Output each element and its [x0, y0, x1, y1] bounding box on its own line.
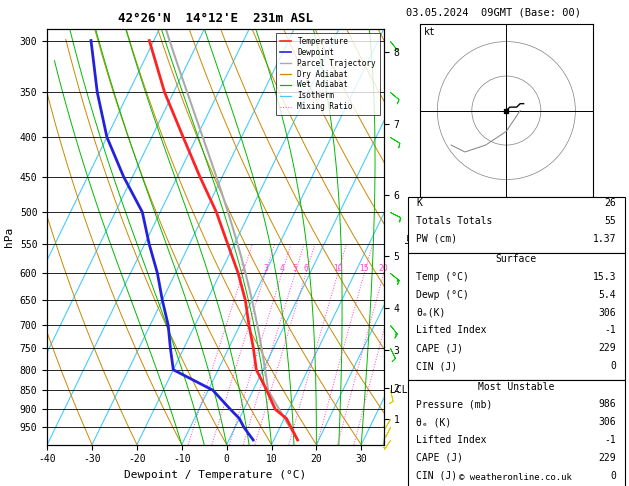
Text: Most Unstable: Most Unstable — [478, 382, 554, 392]
Text: 42°26'N  14°12'E  231m ASL: 42°26'N 14°12'E 231m ASL — [118, 12, 313, 25]
Y-axis label: hPa: hPa — [4, 227, 14, 247]
Text: Totals Totals: Totals Totals — [416, 216, 493, 226]
Text: θₑ(K): θₑ(K) — [416, 308, 446, 318]
Text: 1.37: 1.37 — [593, 234, 616, 244]
Text: Surface: Surface — [496, 254, 537, 264]
Text: 2: 2 — [240, 264, 245, 273]
Text: 3: 3 — [263, 264, 268, 273]
Text: 229: 229 — [598, 343, 616, 353]
Text: 15.3: 15.3 — [593, 272, 616, 282]
Text: Pressure (mb): Pressure (mb) — [416, 399, 493, 409]
Legend: Temperature, Dewpoint, Parcel Trajectory, Dry Adiabat, Wet Adiabat, Isotherm, Mi: Temperature, Dewpoint, Parcel Trajectory… — [276, 33, 380, 115]
Bar — [408, 253, 625, 380]
Bar — [408, 380, 625, 486]
Bar — [408, 197, 625, 253]
Text: CIN (J): CIN (J) — [416, 361, 457, 371]
Text: K: K — [416, 198, 422, 208]
Text: 306: 306 — [598, 417, 616, 427]
Text: PW (cm): PW (cm) — [416, 234, 457, 244]
Text: 6: 6 — [304, 264, 308, 273]
Text: 986: 986 — [598, 399, 616, 409]
Text: Temp (°C): Temp (°C) — [416, 272, 469, 282]
Y-axis label: km
ASL: km ASL — [405, 228, 426, 246]
Text: Lifted Index: Lifted Index — [416, 435, 487, 445]
Text: -1: -1 — [604, 326, 616, 335]
Text: 4: 4 — [279, 264, 284, 273]
Text: CAPE (J): CAPE (J) — [416, 343, 464, 353]
Text: Dewp (°C): Dewp (°C) — [416, 290, 469, 300]
Text: 306: 306 — [598, 308, 616, 318]
Text: 0: 0 — [610, 361, 616, 371]
Text: 15: 15 — [360, 264, 369, 273]
X-axis label: Dewpoint / Temperature (°C): Dewpoint / Temperature (°C) — [125, 470, 306, 480]
Text: 229: 229 — [598, 453, 616, 463]
Text: 55: 55 — [604, 216, 616, 226]
Text: 0: 0 — [610, 470, 616, 481]
Text: © weatheronline.co.uk: © weatheronline.co.uk — [459, 473, 572, 482]
Text: LCL: LCL — [391, 385, 408, 395]
Text: kt: kt — [423, 27, 435, 36]
Text: 20: 20 — [379, 264, 389, 273]
Text: 10: 10 — [333, 264, 343, 273]
Text: CIN (J): CIN (J) — [416, 470, 457, 481]
Text: 26: 26 — [604, 198, 616, 208]
Text: 5.4: 5.4 — [598, 290, 616, 300]
Text: -1: -1 — [604, 435, 616, 445]
Text: CAPE (J): CAPE (J) — [416, 453, 464, 463]
Text: Mixing Ratio (g/kg): Mixing Ratio (g/kg) — [424, 292, 433, 386]
Text: 03.05.2024  09GMT (Base: 00): 03.05.2024 09GMT (Base: 00) — [406, 7, 581, 17]
Text: Lifted Index: Lifted Index — [416, 326, 487, 335]
Text: 5: 5 — [292, 264, 298, 273]
Text: θₑ (K): θₑ (K) — [416, 417, 452, 427]
